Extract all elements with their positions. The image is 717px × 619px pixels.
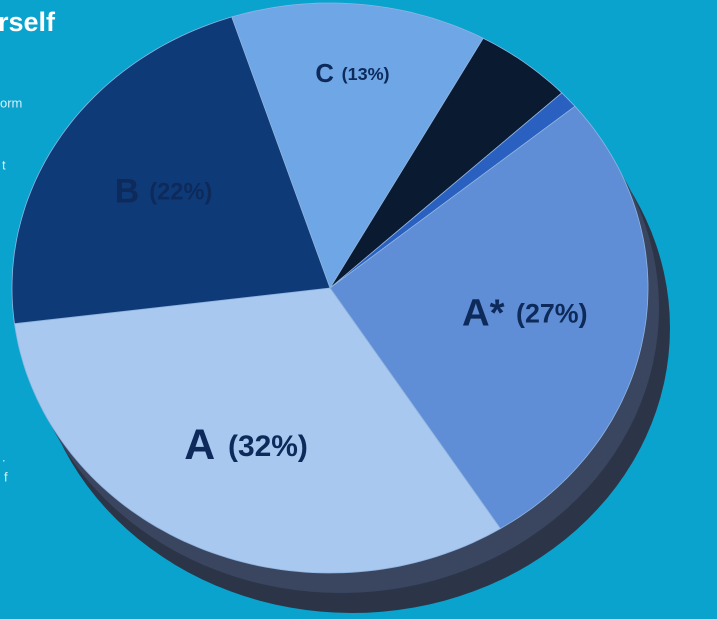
slice-value-label: (32%): [228, 430, 308, 463]
pie-slice: [231, 2, 484, 289]
sidebar-fragment: .: [2, 449, 6, 464]
pie-slice: [11, 16, 331, 325]
slice-category: A: [184, 421, 215, 469]
slice-value-label: (13%): [342, 64, 390, 84]
slice-category: B: [115, 172, 139, 210]
slice-value-label: (22%): [149, 180, 212, 206]
slice-label: C (13%): [315, 60, 389, 88]
slice-label: A* (27%): [462, 292, 588, 335]
slice-label: A (32%): [184, 421, 308, 469]
sidebar-fragment: f: [4, 469, 8, 484]
pie-slice: [14, 287, 501, 574]
slice-category: C: [315, 60, 334, 88]
sidebar-fragment: .: [2, 151, 6, 166]
slice-category: A*: [462, 292, 505, 335]
sidebar-title: rself: [0, 7, 56, 37]
sidebar-fragment: t: [2, 157, 6, 172]
pie-slice: [329, 105, 649, 530]
sidebar-fragment: orm: [0, 95, 22, 110]
slice-value-label: (27%): [516, 299, 587, 329]
slice-label: B (22%): [115, 172, 213, 210]
pie-slice: [329, 37, 563, 289]
